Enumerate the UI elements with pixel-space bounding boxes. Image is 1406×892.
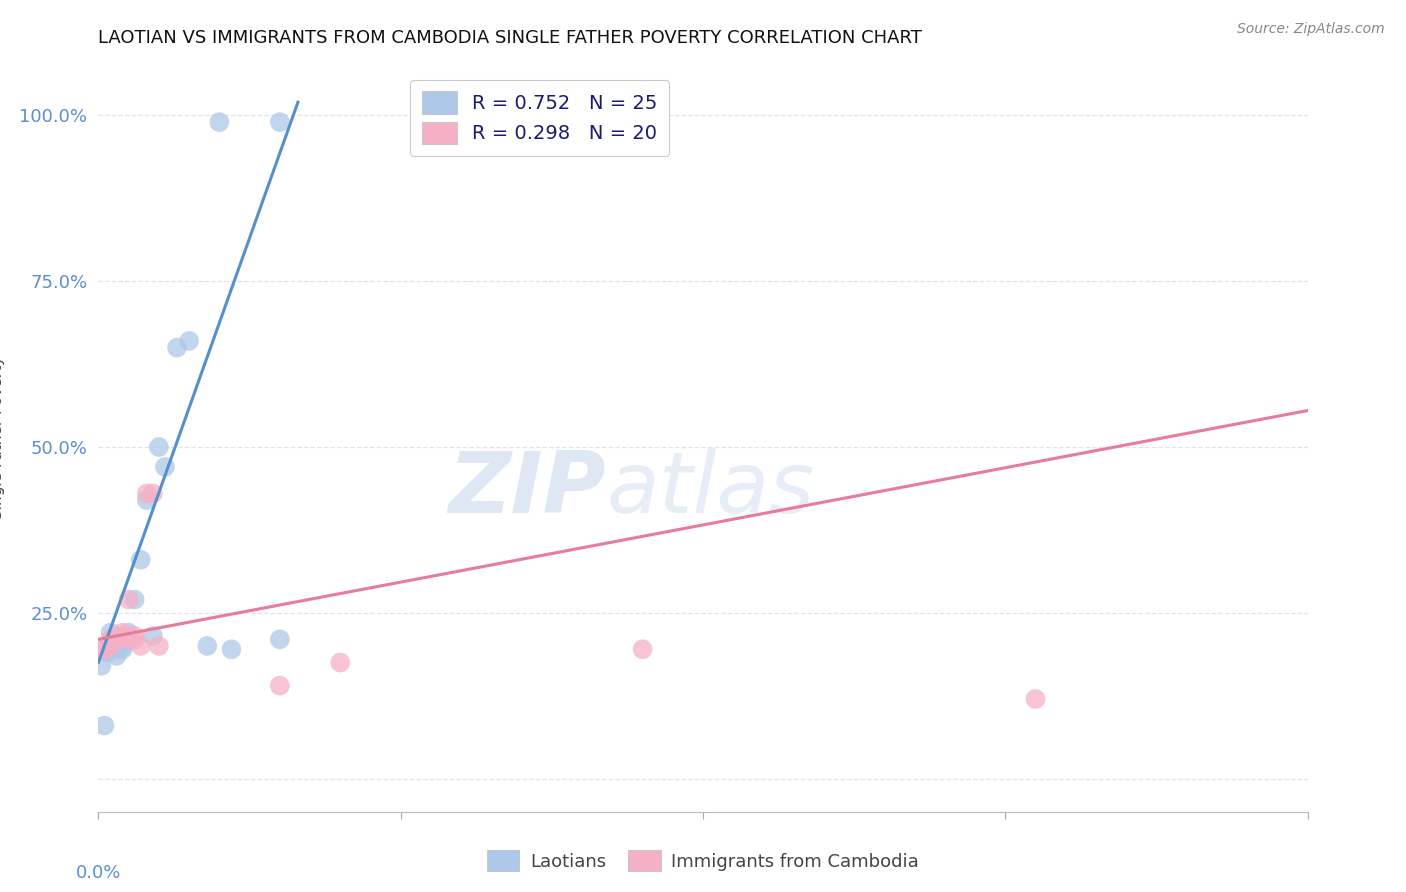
Point — [103, 632, 125, 647]
Point — [129, 553, 152, 567]
Point — [124, 592, 146, 607]
Point — [166, 341, 188, 355]
Point — [90, 642, 112, 657]
Point — [100, 632, 122, 647]
Point — [124, 632, 146, 647]
Point — [269, 632, 291, 647]
Text: atlas: atlas — [606, 448, 814, 531]
Point — [111, 629, 134, 643]
Legend: R = 0.752   N = 25, R = 0.298   N = 20: R = 0.752 N = 25, R = 0.298 N = 20 — [411, 79, 669, 156]
Point — [124, 629, 146, 643]
Point — [179, 334, 201, 348]
Point — [142, 629, 165, 643]
Point — [1024, 692, 1046, 706]
Point — [96, 646, 118, 660]
Point — [105, 648, 128, 663]
Point — [129, 639, 152, 653]
Point — [148, 440, 170, 454]
Point — [90, 658, 112, 673]
Point — [148, 639, 170, 653]
Point — [105, 642, 128, 657]
Point — [135, 486, 157, 500]
Point — [269, 679, 291, 693]
Y-axis label: Single Father Poverty: Single Father Poverty — [0, 356, 6, 518]
Point — [111, 625, 134, 640]
Point — [135, 493, 157, 508]
Point — [208, 115, 231, 129]
Point — [118, 632, 141, 647]
Point — [93, 642, 115, 657]
Point — [118, 592, 141, 607]
Point — [269, 115, 291, 129]
Text: ZIP: ZIP — [449, 448, 606, 531]
Point — [105, 629, 128, 643]
Point — [118, 625, 141, 640]
Point — [93, 718, 115, 732]
Text: 0.0%: 0.0% — [76, 864, 121, 882]
Point — [329, 656, 352, 670]
Point — [100, 625, 122, 640]
Point — [118, 629, 141, 643]
Point — [153, 459, 176, 474]
Point — [100, 639, 122, 653]
Point — [100, 639, 122, 653]
Text: Source: ZipAtlas.com: Source: ZipAtlas.com — [1237, 22, 1385, 37]
Point — [221, 642, 243, 657]
Point — [105, 632, 128, 647]
Point — [111, 642, 134, 657]
Point — [111, 639, 134, 653]
Point — [142, 486, 165, 500]
Legend: Laotians, Immigrants from Cambodia: Laotians, Immigrants from Cambodia — [479, 843, 927, 879]
Point — [631, 642, 654, 657]
Point — [195, 639, 218, 653]
Text: LAOTIAN VS IMMIGRANTS FROM CAMBODIA SINGLE FATHER POVERTY CORRELATION CHART: LAOTIAN VS IMMIGRANTS FROM CAMBODIA SING… — [98, 29, 922, 47]
